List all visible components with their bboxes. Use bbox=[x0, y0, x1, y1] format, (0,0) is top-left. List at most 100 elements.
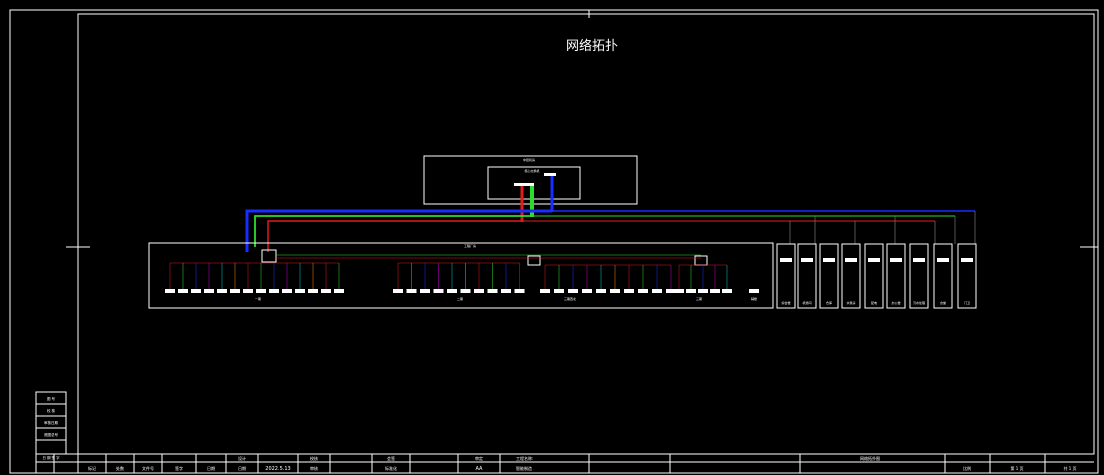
left-row-1: 图 号 bbox=[47, 396, 56, 401]
zone-label-5: 辅楼 bbox=[751, 296, 757, 301]
zone2-device bbox=[447, 289, 457, 293]
side-unit-device bbox=[845, 258, 857, 262]
plant-switch-1 bbox=[261, 249, 277, 263]
zone4-device bbox=[698, 289, 708, 293]
zone4-device bbox=[722, 289, 732, 293]
side-unit-device bbox=[913, 258, 925, 262]
tb-total: 共 1 页 bbox=[1063, 465, 1076, 471]
zone2-device bbox=[433, 289, 444, 293]
side-unit-label: 办公楼 bbox=[891, 300, 900, 305]
side-unit-device bbox=[868, 258, 880, 262]
zone2-device bbox=[393, 289, 403, 293]
zone3-device bbox=[610, 289, 620, 293]
tb-file: 文件号 bbox=[142, 465, 154, 471]
tb-standard: 标准化 bbox=[385, 465, 397, 471]
left-block: 图 号 校 核 审核日期 底图总号 日 期 签 字 bbox=[35, 391, 79, 474]
zone3-device bbox=[554, 289, 564, 293]
left-row-3: 审核日期 bbox=[44, 420, 58, 425]
tb-drawing-title: 网络拓扑图 bbox=[860, 455, 880, 461]
switch-a bbox=[514, 183, 534, 186]
side-unit-box bbox=[841, 243, 861, 309]
zone1-device bbox=[282, 289, 292, 293]
zone-label-4: 三期 bbox=[696, 296, 702, 301]
side-unit-device bbox=[780, 258, 792, 262]
zone3-device bbox=[540, 289, 550, 293]
tb-mark: 标记 bbox=[88, 465, 96, 471]
tb-check: 校核 bbox=[310, 455, 318, 461]
zone3-device bbox=[624, 289, 634, 293]
side-unit-box bbox=[933, 243, 953, 309]
plant-label: 工程厂房 bbox=[464, 243, 476, 248]
side-unit-device bbox=[961, 258, 973, 262]
zone1-device bbox=[165, 289, 175, 293]
zone1-device bbox=[243, 289, 253, 293]
side-unit-label: 仓库 bbox=[826, 300, 832, 305]
side-unit-device bbox=[801, 258, 813, 262]
left-row-4: 底图总号 bbox=[44, 432, 58, 437]
tb-date: 日期 bbox=[207, 465, 215, 471]
plant-switch-2 bbox=[527, 255, 541, 266]
side-unit-box bbox=[864, 243, 884, 309]
side-unit-device bbox=[890, 258, 902, 262]
side-unit-box bbox=[886, 243, 906, 309]
side-unit-label: 配电 bbox=[871, 300, 877, 305]
tb-design: 设计 bbox=[238, 455, 246, 461]
zone3-device bbox=[568, 289, 578, 293]
tb-countersign: 会签 bbox=[387, 455, 395, 461]
red-bus bbox=[267, 220, 522, 252]
zone1-device bbox=[334, 289, 344, 293]
inner-frame bbox=[77, 13, 1095, 455]
side-unit-box bbox=[797, 243, 817, 309]
control-room-label: 中控机房 bbox=[523, 157, 535, 162]
zone5-device bbox=[749, 289, 759, 293]
tb-review: 审核 bbox=[310, 465, 318, 471]
zone4-device bbox=[686, 289, 696, 293]
zone1-device bbox=[217, 289, 227, 293]
core-switch-label: 核心交换机 bbox=[524, 168, 539, 173]
tb-page: 第 1 页 bbox=[1010, 465, 1023, 471]
side-unit-label: 机修间 bbox=[802, 300, 811, 305]
zone1-device bbox=[308, 289, 318, 293]
side-unit-box bbox=[819, 243, 839, 309]
zone2-device bbox=[420, 289, 430, 293]
plant-switch-3 bbox=[694, 255, 708, 266]
tb-scale: 比例 bbox=[963, 465, 971, 471]
zone4-device bbox=[710, 289, 720, 293]
zone-label-3: 三期西北 bbox=[564, 296, 576, 301]
tb-approver: AA bbox=[476, 466, 484, 472]
tb-count: 处数 bbox=[116, 465, 124, 471]
side-unit-label: 水泵房 bbox=[846, 300, 855, 305]
zone2-device bbox=[514, 289, 525, 293]
side-drops bbox=[789, 211, 976, 244]
side-unit-label: 食堂 bbox=[940, 300, 946, 305]
side-unit-label: 污水处理 bbox=[913, 300, 925, 305]
side-unit-box bbox=[909, 243, 929, 309]
zone2-device bbox=[474, 289, 484, 293]
plant-box bbox=[148, 242, 774, 309]
zone-label-2: 二期 bbox=[457, 296, 463, 301]
zone1-device bbox=[256, 289, 266, 293]
side-unit-device bbox=[937, 258, 949, 262]
zone2-device bbox=[501, 289, 511, 293]
tb-date-value: 2022.5.13 bbox=[265, 466, 290, 472]
device-groups bbox=[165, 262, 759, 293]
side-unit-label: 综合楼 bbox=[781, 300, 790, 305]
side-units: 综合楼 机修间 仓库 水泵房 配电 办公楼 污水处理 食堂 门卫 bbox=[776, 243, 977, 309]
zone-label-1: 一期 bbox=[255, 296, 261, 301]
tb-date-2: 日期 bbox=[238, 465, 246, 471]
green-bus bbox=[254, 215, 532, 247]
tb-project-name: 工程名称: bbox=[516, 455, 533, 461]
zone3-device bbox=[638, 289, 648, 293]
left-row-5: 日 期 签 字 bbox=[42, 455, 60, 460]
zone3-device bbox=[652, 289, 662, 293]
zone3-device bbox=[582, 289, 592, 293]
tb-approve: 审定 bbox=[475, 455, 483, 461]
blue-bus bbox=[245, 209, 552, 252]
zone3-device bbox=[666, 289, 676, 293]
switch-b bbox=[544, 173, 556, 176]
left-row-2: 校 核 bbox=[47, 408, 56, 413]
zone3-device bbox=[596, 289, 606, 293]
zone2-device bbox=[487, 289, 498, 293]
side-unit-device bbox=[823, 258, 835, 262]
